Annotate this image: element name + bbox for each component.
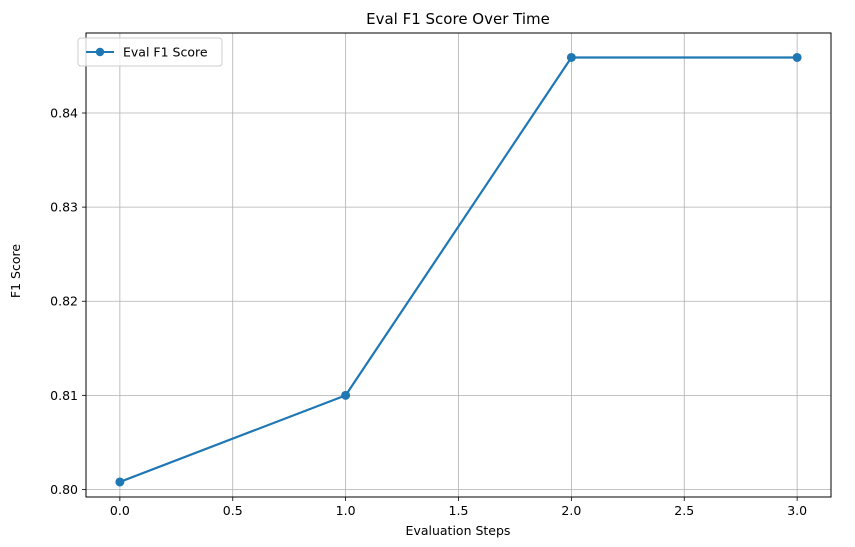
grid-lines [86, 33, 831, 497]
x-tick-label: 1.5 [449, 503, 469, 518]
data-point [566, 52, 576, 62]
legend-marker-swatch [95, 47, 105, 57]
x-tick-label: 0.0 [110, 503, 130, 518]
y-tick-label: 0.81 [50, 388, 78, 403]
x-tick-label: 0.5 [223, 503, 243, 518]
x-tick-label: 2.5 [674, 503, 694, 518]
y-tick-label: 0.80 [50, 482, 78, 497]
series-points [115, 52, 802, 487]
data-point [115, 477, 125, 487]
y-axis-title: F1 Score [8, 244, 23, 298]
x-axis-ticks: 0.0 0.5 1.0 1.5 2.0 2.5 3.0 [110, 497, 807, 518]
y-tick-label: 0.84 [50, 106, 78, 121]
x-tick-label: 2.0 [561, 503, 581, 518]
legend: Eval F1 Score [77, 37, 223, 67]
y-tick-label: 0.82 [50, 294, 78, 309]
x-axis-title: Evaluation Steps [406, 523, 511, 538]
legend-label: Eval F1 Score [123, 45, 208, 60]
chart-title: Eval F1 Score Over Time [366, 10, 550, 28]
series-line [119, 56, 798, 483]
y-tick-label: 0.83 [50, 200, 78, 215]
x-tick-label: 3.0 [787, 503, 807, 518]
x-tick-label: 1.0 [336, 503, 356, 518]
data-point [341, 390, 351, 400]
y-axis-ticks: 0.80 0.81 0.82 0.83 0.84 [50, 106, 86, 497]
data-point [792, 52, 802, 62]
legend-box [77, 37, 223, 67]
series-lines [119, 56, 798, 483]
